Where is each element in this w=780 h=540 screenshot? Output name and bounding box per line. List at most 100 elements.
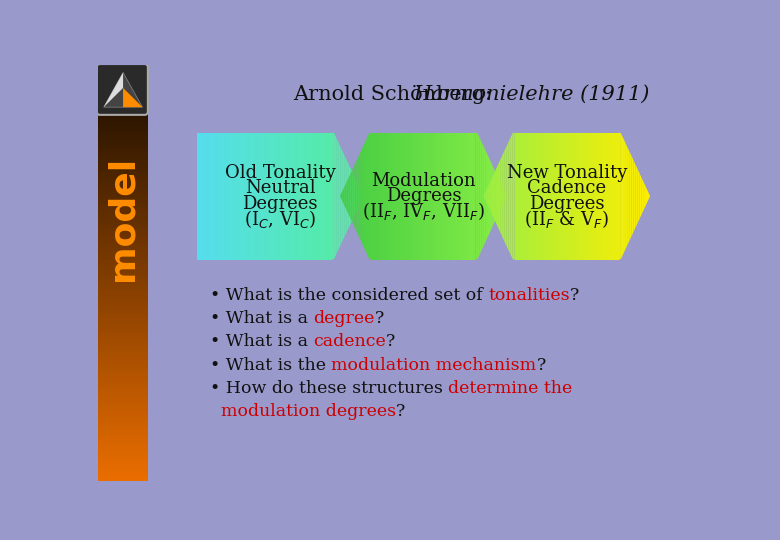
- Bar: [98, 474, 148, 476]
- Polygon shape: [257, 132, 259, 260]
- Bar: [98, 339, 148, 341]
- Polygon shape: [633, 160, 636, 232]
- Bar: [98, 179, 148, 181]
- Polygon shape: [424, 132, 425, 260]
- Bar: [98, 109, 148, 111]
- Bar: [98, 377, 148, 379]
- Bar: [98, 462, 148, 464]
- Polygon shape: [207, 132, 209, 260]
- Polygon shape: [525, 132, 527, 260]
- Polygon shape: [415, 132, 417, 260]
- Polygon shape: [261, 132, 264, 260]
- Bar: [98, 231, 148, 233]
- Polygon shape: [505, 147, 506, 246]
- Bar: [98, 404, 148, 406]
- Polygon shape: [548, 132, 550, 260]
- Polygon shape: [506, 142, 509, 250]
- Text: Degrees: Degrees: [529, 195, 604, 213]
- Bar: [98, 466, 148, 468]
- Bar: [98, 422, 148, 424]
- Bar: [98, 346, 148, 348]
- FancyBboxPatch shape: [97, 64, 148, 115]
- Bar: [98, 167, 148, 169]
- Text: Modulation: Modulation: [371, 172, 476, 190]
- Polygon shape: [349, 174, 350, 219]
- Polygon shape: [296, 132, 299, 260]
- Polygon shape: [455, 132, 457, 260]
- Polygon shape: [523, 132, 525, 260]
- Text: ?: ?: [537, 356, 546, 374]
- Polygon shape: [494, 169, 496, 223]
- Polygon shape: [625, 142, 627, 250]
- Bar: [98, 154, 148, 156]
- Polygon shape: [621, 133, 623, 259]
- Polygon shape: [349, 165, 351, 227]
- Polygon shape: [600, 132, 602, 260]
- Text: • What is the: • What is the: [210, 356, 332, 374]
- Polygon shape: [228, 132, 230, 260]
- Bar: [98, 67, 148, 69]
- Polygon shape: [488, 156, 490, 237]
- Bar: [98, 268, 148, 271]
- Bar: [98, 160, 148, 163]
- Polygon shape: [602, 132, 604, 260]
- Bar: [98, 84, 148, 85]
- Bar: [98, 98, 148, 100]
- Bar: [98, 446, 148, 447]
- Text: ?: ?: [396, 403, 406, 420]
- Bar: [98, 400, 148, 402]
- Bar: [98, 223, 148, 225]
- Bar: [98, 229, 148, 231]
- Polygon shape: [400, 132, 402, 260]
- Polygon shape: [596, 132, 598, 260]
- Polygon shape: [215, 132, 218, 260]
- Bar: [98, 238, 148, 239]
- Polygon shape: [392, 132, 394, 260]
- Polygon shape: [587, 132, 590, 260]
- Polygon shape: [384, 132, 386, 260]
- Bar: [98, 100, 148, 102]
- Polygon shape: [486, 151, 488, 241]
- Bar: [98, 433, 148, 435]
- Bar: [98, 198, 148, 200]
- Bar: [98, 289, 148, 292]
- Bar: [98, 252, 148, 254]
- Polygon shape: [315, 132, 317, 260]
- Bar: [98, 138, 148, 140]
- Text: cadence: cadence: [314, 334, 386, 350]
- Polygon shape: [476, 132, 477, 260]
- Polygon shape: [580, 132, 581, 260]
- Polygon shape: [411, 132, 413, 260]
- Polygon shape: [396, 132, 399, 260]
- Polygon shape: [413, 132, 415, 260]
- Polygon shape: [199, 132, 201, 260]
- Bar: [98, 111, 148, 113]
- Bar: [98, 102, 148, 104]
- Polygon shape: [336, 138, 339, 254]
- Polygon shape: [346, 178, 349, 214]
- Bar: [98, 214, 148, 217]
- Bar: [98, 476, 148, 478]
- Bar: [98, 208, 148, 211]
- Polygon shape: [562, 132, 565, 260]
- Bar: [98, 212, 148, 214]
- Bar: [98, 71, 148, 73]
- Polygon shape: [606, 132, 608, 260]
- Polygon shape: [502, 187, 505, 205]
- Polygon shape: [245, 132, 246, 260]
- Polygon shape: [344, 183, 346, 210]
- Polygon shape: [342, 187, 344, 205]
- Bar: [98, 141, 148, 144]
- Polygon shape: [505, 192, 507, 200]
- Bar: [98, 431, 148, 433]
- Bar: [98, 468, 148, 470]
- Polygon shape: [236, 132, 239, 260]
- Polygon shape: [648, 192, 650, 200]
- Bar: [98, 424, 148, 427]
- Bar: [98, 470, 148, 472]
- Polygon shape: [448, 132, 451, 260]
- Polygon shape: [537, 132, 540, 260]
- Polygon shape: [619, 132, 621, 260]
- Polygon shape: [359, 151, 361, 241]
- Polygon shape: [421, 132, 424, 260]
